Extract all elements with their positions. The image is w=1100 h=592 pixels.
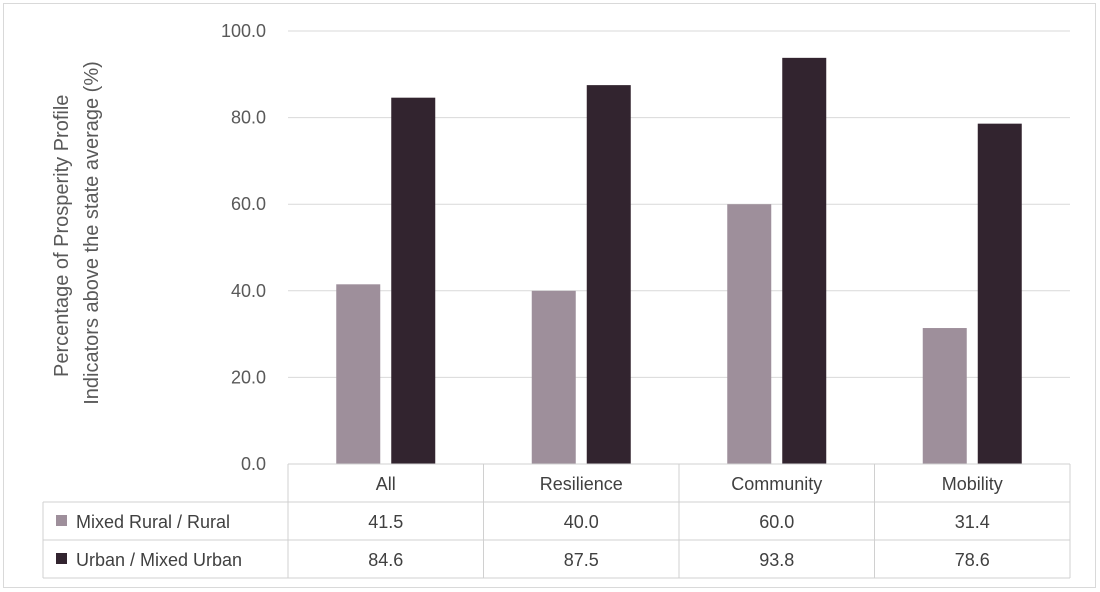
data-label: 87.5: [564, 550, 599, 570]
data-label: 40.0: [564, 512, 599, 532]
bar-all-series-2: [391, 97, 436, 464]
bar-resilience-series-1: [531, 290, 576, 464]
legend-swatch: [56, 515, 67, 526]
y-axis-title-line-2: Indicators above the state average (%): [81, 61, 103, 405]
data-label: 78.6: [955, 550, 990, 570]
category-label: Mobility: [942, 474, 1003, 494]
legend-label: Mixed Rural / Rural: [76, 512, 230, 532]
data-label: 31.4: [955, 512, 990, 532]
data-label: 41.5: [368, 512, 403, 532]
y-tick-label: 40.0: [231, 281, 266, 301]
y-tick-label: 60.0: [231, 194, 266, 214]
y-tick-label: 80.0: [231, 108, 266, 128]
y-axis-title-line-1: Percentage of Prosperity Profile: [51, 95, 73, 377]
bar-mobility-series-1: [922, 328, 967, 464]
data-label: 60.0: [759, 512, 794, 532]
y-tick-label: 20.0: [231, 367, 266, 387]
category-label: All: [376, 474, 396, 494]
y-tick-label: 0.0: [241, 454, 266, 474]
bar-all-series-1: [336, 284, 381, 464]
category-label: Resilience: [540, 474, 623, 494]
legend-swatch: [56, 553, 67, 564]
data-label: 93.8: [759, 550, 794, 570]
bar-community-series-1: [727, 204, 772, 464]
bar-mobility-series-2: [977, 123, 1022, 465]
bar-resilience-series-2: [586, 85, 631, 464]
bars: [336, 57, 1022, 465]
y-tick-label: 100.0: [221, 21, 266, 41]
category-label: Community: [731, 474, 822, 494]
data-table: All Resilience Community Mobility Mixed Rura…: [42, 463, 1071, 579]
y-axis-title: Percentage of Prosperity Profile Indicat…: [51, 61, 103, 405]
y-axis-ticks: 0.0 20.0 40.0 60.0 80.0 100.0: [221, 21, 266, 474]
data-label: 84.6: [368, 550, 403, 570]
bar-community-series-2: [782, 57, 827, 464]
legend-label: Urban / Mixed Urban: [76, 550, 242, 570]
